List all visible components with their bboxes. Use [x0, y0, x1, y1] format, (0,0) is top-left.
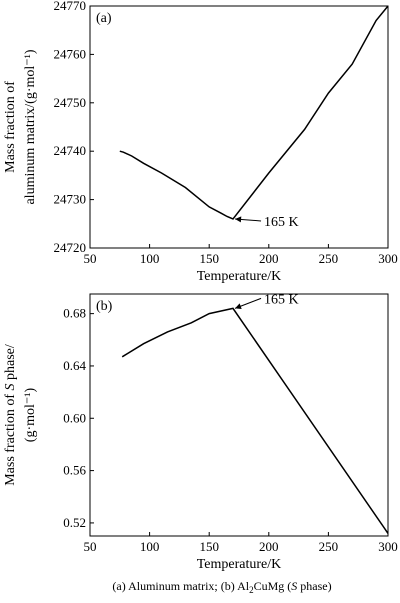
y-tick-label: 0.60	[63, 410, 86, 425]
y-axis-label-line: (g·mol⁻¹)	[23, 387, 38, 442]
x-tick-label: 250	[319, 539, 339, 554]
panel-label: (a)	[96, 11, 112, 26]
x-axis-label: Temperature/K	[197, 269, 282, 284]
x-tick-label: 300	[378, 251, 398, 266]
y-tick-label: 24750	[54, 95, 87, 110]
y-axis-label-line: aluminum matrix/(g·mol⁻¹)	[23, 49, 38, 204]
y-tick-label: 24740	[54, 143, 87, 158]
y-tick-label: 24770	[54, 0, 87, 13]
x-tick-label: 250	[319, 251, 339, 266]
panel-a: 50 100 150 200 250 300 24720 24730 24740 24750 247…	[3, 0, 398, 284]
x-tick-label: 50	[84, 539, 97, 554]
series-line-a	[119, 5, 389, 220]
annotation-arrow-head	[235, 216, 242, 223]
series-line-b	[121, 307, 389, 534]
x-tick-label: 100	[140, 251, 160, 266]
y-tick-label: 24730	[54, 192, 87, 207]
plot-frame-a	[89, 5, 389, 249]
x-tick-label: 150	[199, 539, 219, 554]
x-tick-label: 200	[259, 251, 279, 266]
plot-frame-b	[89, 293, 389, 537]
y-tick-label: 0.64	[63, 358, 86, 373]
y-tick-label: 0.52	[63, 515, 86, 530]
y-tick-label: 24760	[54, 46, 87, 61]
y-tick-label: 0.68	[63, 306, 86, 321]
x-tick-label: 50	[84, 251, 97, 266]
figure-caption: (a) Aluminum matrix; (b) Al2CuMg (S phas…	[112, 579, 331, 595]
x-axis-label: Temperature/K	[197, 557, 282, 572]
annotation-label: 165 K	[264, 215, 299, 230]
panel-label: (b)	[96, 299, 113, 314]
y-tick-label: 24720	[54, 240, 87, 255]
y-axis-label-line: Mass fraction of	[3, 81, 18, 173]
y-tick-label: 0.56	[63, 463, 86, 478]
y-axis-label-line: Mass fraction of S phase/	[3, 344, 18, 486]
x-tick-label: 100	[140, 539, 160, 554]
x-tick-label: 150	[199, 251, 219, 266]
annotation-arrow-head	[235, 303, 242, 309]
panel-b: 50 100 150 200 250 300 0.52 0.56 0.60 0.64 0.68 Tem…	[3, 292, 398, 572]
annotation-label: 165 K	[264, 292, 299, 307]
x-tick-label: 200	[259, 539, 279, 554]
x-tick-label: 300	[378, 539, 398, 554]
